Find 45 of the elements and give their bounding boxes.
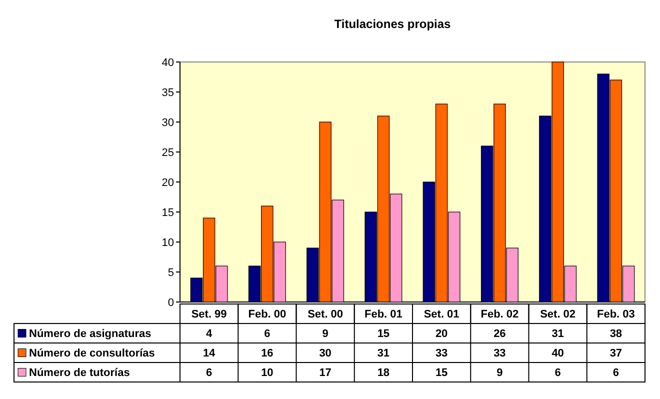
y-tick-label: 10 bbox=[162, 236, 174, 249]
y-tick-label: 40 bbox=[162, 56, 174, 69]
data-label: 38 bbox=[610, 328, 622, 340]
data-label: 31 bbox=[377, 348, 390, 360]
data-label: 17 bbox=[319, 367, 332, 380]
data-label: 9 bbox=[322, 328, 328, 340]
x-tick-label: Set. 01 bbox=[424, 308, 460, 321]
legend-label: Número de tutorías bbox=[29, 367, 130, 380]
x-tick-label: Feb. 01 bbox=[364, 308, 402, 321]
data-label: 20 bbox=[435, 328, 448, 340]
y-tick-label: 25 bbox=[162, 146, 174, 159]
data-label: 16 bbox=[261, 348, 274, 360]
data-label: 4 bbox=[206, 328, 213, 340]
data-label: 26 bbox=[494, 328, 506, 340]
y-tick-label: 0 bbox=[168, 296, 174, 309]
x-tick-label: Feb. 00 bbox=[248, 308, 286, 321]
data-label: 9 bbox=[496, 367, 503, 380]
data-label: 37 bbox=[610, 348, 622, 360]
y-tick-label: 5 bbox=[168, 266, 174, 279]
y-tick-label: 15 bbox=[162, 206, 174, 219]
x-tick-label: Set. 00 bbox=[308, 308, 344, 321]
data-label: 33 bbox=[435, 348, 448, 360]
x-tick-label: Feb. 03 bbox=[596, 308, 635, 321]
x-tick-label: Set. 02 bbox=[540, 308, 576, 321]
data-label: 31 bbox=[552, 328, 564, 340]
data-label: 30 bbox=[319, 348, 332, 360]
data-label: 14 bbox=[202, 348, 216, 360]
x-tick-label: Feb. 02 bbox=[480, 308, 519, 321]
y-tick-label: 35 bbox=[162, 86, 174, 99]
y-tick-label: 20 bbox=[162, 176, 174, 189]
data-label: 18 bbox=[377, 367, 390, 380]
data-label: 15 bbox=[435, 367, 448, 380]
data-label: 15 bbox=[377, 328, 390, 340]
data-label: 33 bbox=[494, 348, 506, 360]
data-label: 6 bbox=[612, 367, 619, 380]
data-label: 6 bbox=[264, 328, 270, 340]
data-label: 40 bbox=[552, 348, 564, 360]
data-label: 10 bbox=[261, 367, 274, 380]
chart-title: Titulaciones propias bbox=[334, 17, 452, 31]
legend-label: Número de consultorías bbox=[29, 348, 155, 360]
y-tick-label: 30 bbox=[162, 116, 174, 129]
data-label: 6 bbox=[206, 367, 212, 380]
legend-label: Número de asignaturas bbox=[29, 328, 152, 340]
data-label: 6 bbox=[554, 367, 561, 380]
x-tick-label: Set. 99 bbox=[191, 308, 227, 321]
